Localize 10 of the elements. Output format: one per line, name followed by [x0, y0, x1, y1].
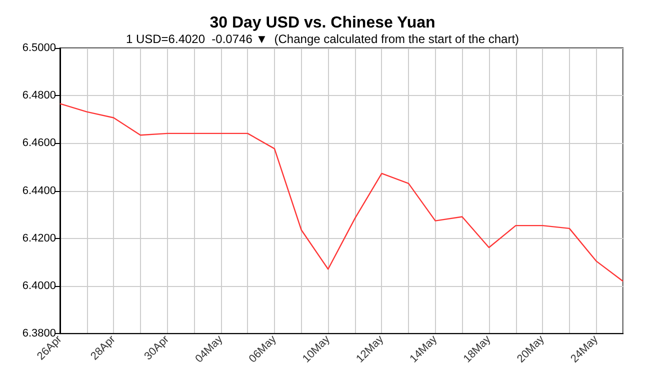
y-tick-label: 6.3800 — [22, 328, 56, 340]
y-tick-label: 6.4600 — [22, 137, 56, 150]
chart-title: 30 Day USD vs. Chinese Yuan — [210, 14, 436, 32]
chart-subtitle: 1 USD=6.4020 -0.0746 ▼ (Change calculated from the start of the chart) — [126, 32, 520, 46]
y-tick-label: 6.5000 — [22, 42, 56, 54]
line-series — [59, 103, 624, 282]
y-tick-label: 6.4800 — [22, 90, 56, 102]
y-tick-label: 6.4000 — [22, 280, 56, 292]
y-tick-label: 6.4400 — [22, 184, 56, 197]
y-tick-label: 6.4200 — [22, 232, 56, 244]
